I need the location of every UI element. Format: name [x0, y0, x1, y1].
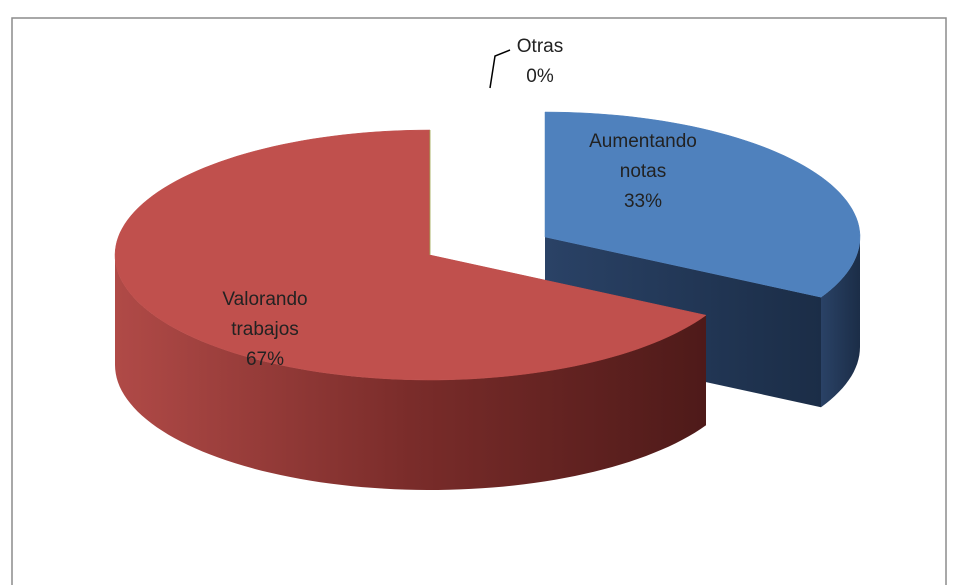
category-label: Valorando trabajos: [222, 289, 308, 340]
leader-line: [489, 49, 511, 89]
data-label: Otras 0%: [505, 32, 575, 92]
value-label: 33%: [623, 191, 663, 212]
value-label: 67%: [245, 349, 285, 370]
value-label: 0%: [526, 66, 554, 87]
pie: [114, 111, 861, 490]
slice: [544, 111, 861, 298]
slice-wall: [115, 255, 706, 490]
data-label: Aumentando notas 33%: [578, 127, 708, 217]
slice: [114, 129, 707, 381]
category-label: Otras: [516, 36, 564, 57]
category-label: Aumentando notas: [589, 131, 697, 182]
slice-wall: [821, 237, 860, 408]
data-label: Valorando trabajos 67%: [200, 285, 330, 375]
